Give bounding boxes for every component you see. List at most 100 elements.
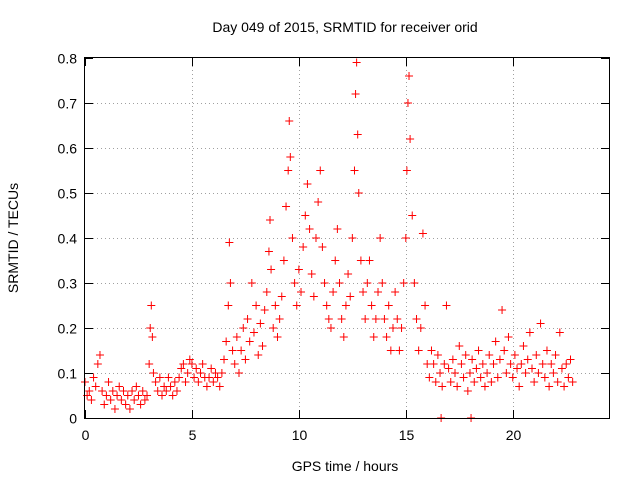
data-point <box>498 306 507 314</box>
data-point <box>113 391 122 400</box>
data-point <box>187 360 196 368</box>
data-point <box>399 279 408 287</box>
data-point <box>474 346 483 355</box>
data-point <box>406 135 415 143</box>
data-point <box>225 238 234 247</box>
data-point <box>277 292 286 301</box>
data-point <box>416 324 425 332</box>
data-point <box>354 189 363 197</box>
data-point <box>472 364 481 373</box>
data-point <box>179 360 188 368</box>
data-point <box>89 373 98 382</box>
data-point <box>359 288 368 296</box>
y-tick-label: 0.5 <box>58 186 78 202</box>
data-point <box>337 315 346 323</box>
data-point <box>525 328 534 337</box>
data-point <box>104 378 113 386</box>
data-point <box>93 360 102 368</box>
data-point <box>356 256 365 265</box>
y-tick-label: 0.4 <box>58 231 78 247</box>
data-point <box>566 355 575 364</box>
data-point <box>421 301 430 310</box>
data-point <box>145 360 154 368</box>
data-point <box>382 333 391 341</box>
data-point <box>100 400 109 409</box>
data-point <box>110 405 119 413</box>
data-point <box>136 400 145 409</box>
y-tick-label: 0 <box>69 411 77 427</box>
data-point <box>172 387 181 395</box>
data-point <box>269 324 278 332</box>
data-point <box>551 351 560 359</box>
data-point <box>489 360 498 368</box>
data-point <box>361 315 370 323</box>
data-point <box>504 333 513 341</box>
data-point <box>540 373 549 382</box>
data-point <box>249 328 258 337</box>
data-point <box>335 279 344 287</box>
data-point <box>128 387 137 395</box>
data-point <box>222 337 231 346</box>
data-point <box>483 369 492 377</box>
data-point <box>209 378 218 386</box>
data-point <box>444 364 453 373</box>
data-point <box>485 351 494 359</box>
data-point <box>264 247 273 256</box>
data-point <box>515 382 524 391</box>
x-axis-label: GPS time / hours <box>292 458 399 474</box>
data-point <box>307 270 316 278</box>
data-point <box>148 333 157 341</box>
data-point <box>102 391 111 400</box>
x-tick-label: 15 <box>399 427 415 443</box>
data-point <box>363 279 372 287</box>
data-point <box>448 355 457 364</box>
data-point <box>352 58 361 67</box>
data-point <box>391 288 400 296</box>
data-point <box>215 382 224 391</box>
data-point <box>459 373 468 382</box>
data-point <box>508 373 517 382</box>
data-point <box>273 333 282 341</box>
data-point <box>350 166 359 175</box>
data-point <box>322 301 331 310</box>
data-point <box>247 279 256 287</box>
data-point <box>410 279 419 287</box>
data-point <box>380 315 389 323</box>
data-point <box>557 364 566 373</box>
data-point <box>534 369 543 377</box>
data-point <box>510 351 519 359</box>
data-point <box>532 351 541 359</box>
chart-title: Day 049 of 2015, SRMTID for receiver ori… <box>212 19 477 35</box>
data-point <box>401 234 410 242</box>
data-point <box>85 387 94 395</box>
data-point <box>500 346 509 355</box>
data-point <box>470 378 479 386</box>
data-point <box>213 373 222 382</box>
data-point <box>177 364 186 373</box>
data-point <box>393 315 402 323</box>
data-point <box>346 292 355 301</box>
data-point <box>326 324 335 332</box>
data-point <box>431 378 440 386</box>
data-point <box>547 360 556 368</box>
y-tick-label: 0.2 <box>58 321 78 337</box>
data-point <box>369 333 378 341</box>
data-point <box>198 360 207 368</box>
data-point <box>125 405 134 413</box>
y-tick-label: 0.7 <box>58 96 78 112</box>
data-point <box>351 90 360 98</box>
data-point <box>545 382 554 391</box>
data-point <box>138 387 147 395</box>
data-point <box>279 256 288 265</box>
data-point <box>106 396 115 404</box>
y-tick-label: 0.6 <box>58 141 78 157</box>
data-point <box>87 396 96 404</box>
data-point <box>433 351 442 359</box>
data-point <box>553 378 562 386</box>
data-point <box>536 319 545 328</box>
data-point <box>549 369 558 377</box>
data-point <box>190 373 199 382</box>
data-point <box>292 301 301 310</box>
data-point <box>134 391 143 400</box>
